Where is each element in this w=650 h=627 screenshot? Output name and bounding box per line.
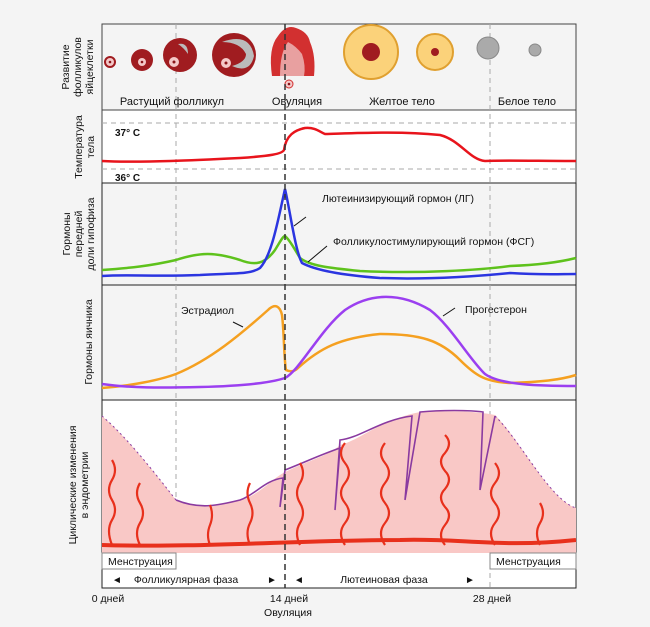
svg-text:Гормоны яичника: Гормоны яичника bbox=[83, 299, 95, 384]
svg-text:в эндометрии: в эндометрии bbox=[79, 452, 91, 519]
menstruation-right-label: Менструация bbox=[496, 556, 561, 568]
fsh-pointer bbox=[307, 245, 328, 263]
ovulation-axis-label: Овуляция bbox=[264, 607, 312, 619]
menstruation-right-box bbox=[489, 552, 577, 570]
stage-growing-follicle: Растущий фолликул bbox=[120, 96, 224, 108]
temperature-ylabel: Температура тела bbox=[73, 115, 97, 179]
menstruation-left-box bbox=[101, 552, 177, 570]
follicle-ylabel: Развитие фолликулов яйцеклетки bbox=[60, 37, 96, 97]
endometrium-ylabel: Циклические изменения в эндометрии bbox=[67, 426, 91, 545]
luteal-left-arrow: ◄ bbox=[294, 575, 304, 586]
svg-text:Температура: Температура bbox=[73, 115, 85, 179]
progesterone-label: Прогестерон bbox=[465, 304, 527, 316]
estradiol-pointer bbox=[232, 321, 244, 328]
follicle-illustrations bbox=[104, 24, 542, 89]
follicular-right-arrow: ► bbox=[267, 575, 277, 586]
lh-pointer bbox=[293, 216, 307, 227]
svg-text:яйцеклетки: яйцеклетки bbox=[84, 39, 96, 94]
luteal-phase-label: Лютеиновая фаза bbox=[340, 574, 428, 586]
lh-label: Лютеинизирующий гормон (ЛГ) bbox=[322, 193, 474, 205]
stage-ovulation: Овуляция bbox=[272, 96, 322, 108]
temp-36-label: 36° C bbox=[115, 173, 140, 184]
follicular-left-arrow: ◄ bbox=[112, 575, 122, 586]
pituitary-ylabel: Гормоны передней доли гипофиза bbox=[61, 197, 97, 270]
progesterone-curve bbox=[101, 295, 577, 389]
progesterone-pointer bbox=[442, 307, 456, 317]
lh-curve bbox=[101, 188, 577, 280]
svg-text:фолликулов: фолликулов bbox=[72, 37, 84, 97]
svg-text:передней: передней bbox=[73, 211, 85, 258]
estradiol-label: Эстрадиол bbox=[181, 305, 234, 317]
tick-day-14: 14 дней bbox=[270, 593, 308, 605]
temperature-curve bbox=[101, 126, 577, 163]
temperature-panel bbox=[101, 109, 577, 184]
ovarian-ylabel: Гормоны яичника bbox=[83, 299, 95, 384]
tick-day-28: 28 дней bbox=[473, 593, 511, 605]
svg-text:Гормоны: Гормоны bbox=[61, 212, 73, 255]
luteal-right-arrow: ► bbox=[465, 575, 475, 586]
endometrium-illustration bbox=[101, 409, 577, 553]
fsh-label: Фолликулостимулирующий гормон (ФСГ) bbox=[333, 236, 534, 248]
svg-text:доли гипофиза: доли гипофиза bbox=[85, 197, 97, 270]
temp-37-label: 37° C bbox=[115, 128, 140, 139]
tick-day-0: 0 дней bbox=[92, 593, 125, 605]
svg-text:Циклические изменения: Циклические изменения bbox=[67, 426, 79, 545]
stage-corpus-luteum: Желтое тело bbox=[369, 96, 435, 108]
svg-text:тела: тела bbox=[85, 136, 97, 158]
stage-corpus-albicans: Белое тело bbox=[498, 96, 556, 108]
svg-text:Развитие: Развитие bbox=[60, 44, 72, 89]
fsh-curve bbox=[101, 234, 577, 274]
follicular-phase-label: Фолликулярная фаза bbox=[134, 574, 239, 586]
menstruation-left-label: Менструация bbox=[108, 556, 173, 568]
